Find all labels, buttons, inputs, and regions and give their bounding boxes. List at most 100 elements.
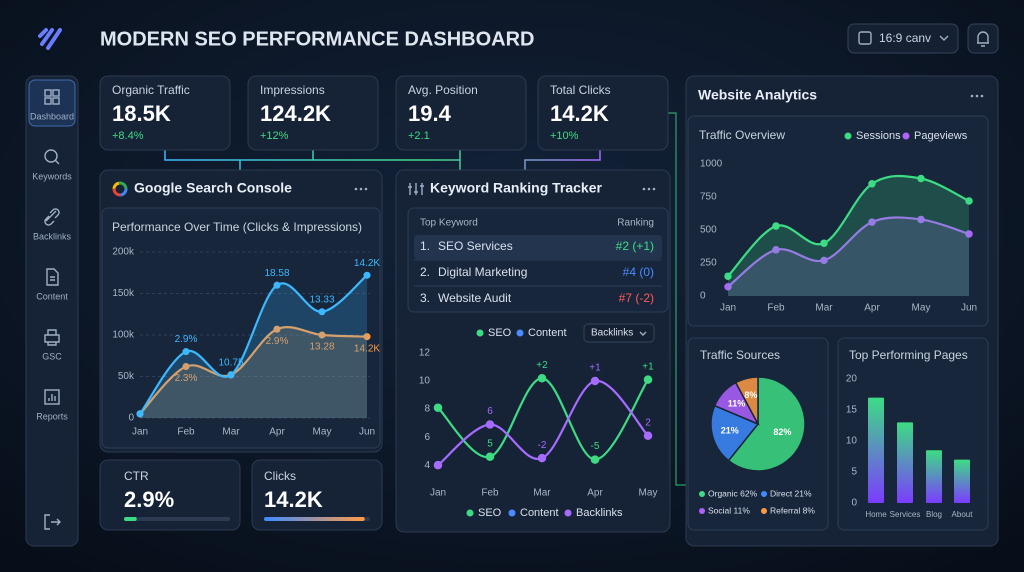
- y-tick-label: 100k: [112, 330, 135, 341]
- point-label: 18.58: [264, 268, 289, 279]
- x-tick-label: About: [952, 510, 974, 519]
- nav-label[interactable]: Backlinks: [33, 231, 72, 241]
- notification-button[interactable]: [967, 23, 999, 54]
- point-label: 13.33: [309, 294, 334, 305]
- x-tick-label: May: [639, 488, 658, 499]
- point-label: 2: [645, 417, 651, 428]
- legend-label: Sessions: [856, 130, 901, 142]
- keyword[interactable]: SEO Services: [438, 239, 513, 253]
- legend-dot: [761, 508, 767, 514]
- nav-label[interactable]: Keywords: [32, 171, 72, 181]
- more-menu[interactable]: [642, 187, 656, 191]
- x-tick-label: Apr: [269, 427, 285, 438]
- point-label: 14.2K: [354, 258, 380, 269]
- point-label: 2.9%: [266, 336, 289, 347]
- legend-label[interactable]: Content: [528, 327, 567, 339]
- legend-dot: [699, 491, 705, 497]
- nav-label[interactable]: GSC: [42, 351, 62, 361]
- point-label: 6: [487, 406, 493, 417]
- canvas-select[interactable]: 16:9 canv: [847, 23, 959, 54]
- keyword[interactable]: Website Audit: [438, 291, 512, 305]
- legend-dot: [902, 132, 910, 140]
- clicks-value: 14.2K: [264, 487, 323, 512]
- point: [273, 281, 281, 289]
- point: [433, 403, 443, 412]
- legend-dot: [699, 508, 705, 514]
- point-label: +2: [536, 360, 548, 371]
- logout[interactable]: [44, 514, 61, 530]
- slice-label: 82%: [773, 427, 791, 437]
- row-highlight: [414, 235, 662, 259]
- more-menu[interactable]: [970, 94, 984, 98]
- x-tick-label: May: [912, 303, 931, 314]
- dropdown[interactable]: Backlinks: [583, 323, 655, 343]
- y-tick-label: 10: [419, 376, 431, 387]
- nav-label[interactable]: Dashboard: [30, 111, 74, 121]
- nav-label[interactable]: Content: [36, 291, 68, 301]
- rank-number[interactable]: 1.: [420, 239, 430, 253]
- google-icon: [112, 181, 128, 197]
- panel-title: Website Analytics: [698, 87, 817, 103]
- kpi-value: 124.2K: [260, 101, 331, 126]
- kpi-value: 14.2K: [550, 101, 609, 126]
- progress-track: [124, 517, 230, 521]
- x-tick-label: Jan: [430, 488, 446, 499]
- sidebar-icons: [44, 89, 61, 530]
- ctr-value: 2.9%: [124, 487, 174, 512]
- x-tick-label: Jun: [359, 427, 375, 438]
- progress-fill: [264, 517, 365, 521]
- point: [590, 376, 600, 386]
- y-tick-label: 0: [128, 413, 134, 424]
- point-label: 14.2K: [354, 343, 380, 354]
- kpi-change: +2.1: [408, 130, 430, 142]
- legend-label[interactable]: SEO: [488, 327, 512, 339]
- panel-title: Keyword Ranking Tracker: [430, 180, 603, 196]
- y-tick-label: 6: [424, 432, 430, 443]
- x-tick-label: Services: [890, 510, 921, 519]
- progress-fill: [124, 517, 137, 521]
- ranking[interactable]: #7 (-2): [619, 291, 654, 305]
- kpi-change: +8.4%: [112, 130, 144, 142]
- area: [728, 175, 969, 296]
- point-label: 13.28: [309, 342, 334, 353]
- point-label: +1: [589, 363, 601, 374]
- rank-number[interactable]: 2.: [420, 265, 430, 279]
- active-item: [28, 79, 76, 127]
- x-tick-label: Apr: [587, 488, 603, 499]
- table-header: Top Keyword: [420, 218, 478, 229]
- dropdown-label[interactable]: Backlinks: [591, 328, 633, 339]
- point: [917, 174, 925, 183]
- more-menu[interactable]: [354, 187, 368, 191]
- nav-label[interactable]: Reports: [36, 411, 68, 421]
- keyword[interactable]: Digital Marketing: [438, 265, 527, 279]
- point: [136, 410, 144, 418]
- y-tick-label: 20: [846, 374, 858, 385]
- y-tick-label: 8: [424, 404, 430, 415]
- select-label[interactable]: 16:9 canv: [879, 31, 931, 45]
- x-tick-label: May: [313, 427, 332, 438]
- legend-label: Pageviews: [914, 130, 968, 142]
- legend-dot: [476, 329, 484, 337]
- legend-label: Backlinks: [576, 507, 623, 519]
- point: [820, 256, 828, 265]
- point: [182, 362, 190, 371]
- bar: [897, 422, 913, 503]
- chart-title: Traffic Overview: [699, 128, 785, 142]
- rank-number[interactable]: 3.: [420, 291, 430, 305]
- area: [140, 327, 367, 418]
- x-tick-label: Feb: [767, 303, 785, 314]
- bar: [954, 459, 970, 503]
- point: [643, 375, 653, 384]
- kpi-change: +10%: [550, 130, 579, 142]
- point-label: 5: [487, 438, 493, 449]
- clicks-label: Clicks: [264, 469, 296, 483]
- kpi-label: Avg. Position: [408, 83, 478, 97]
- ranking[interactable]: #2 (+1): [616, 239, 654, 253]
- kpi-label: Total Clicks: [550, 83, 611, 97]
- point: [182, 348, 190, 356]
- ranking[interactable]: #4 (0): [623, 265, 654, 279]
- point: [772, 222, 780, 230]
- x-tick-label: Jan: [132, 427, 148, 438]
- y-tick-label: 12: [419, 348, 431, 359]
- point: [485, 452, 495, 462]
